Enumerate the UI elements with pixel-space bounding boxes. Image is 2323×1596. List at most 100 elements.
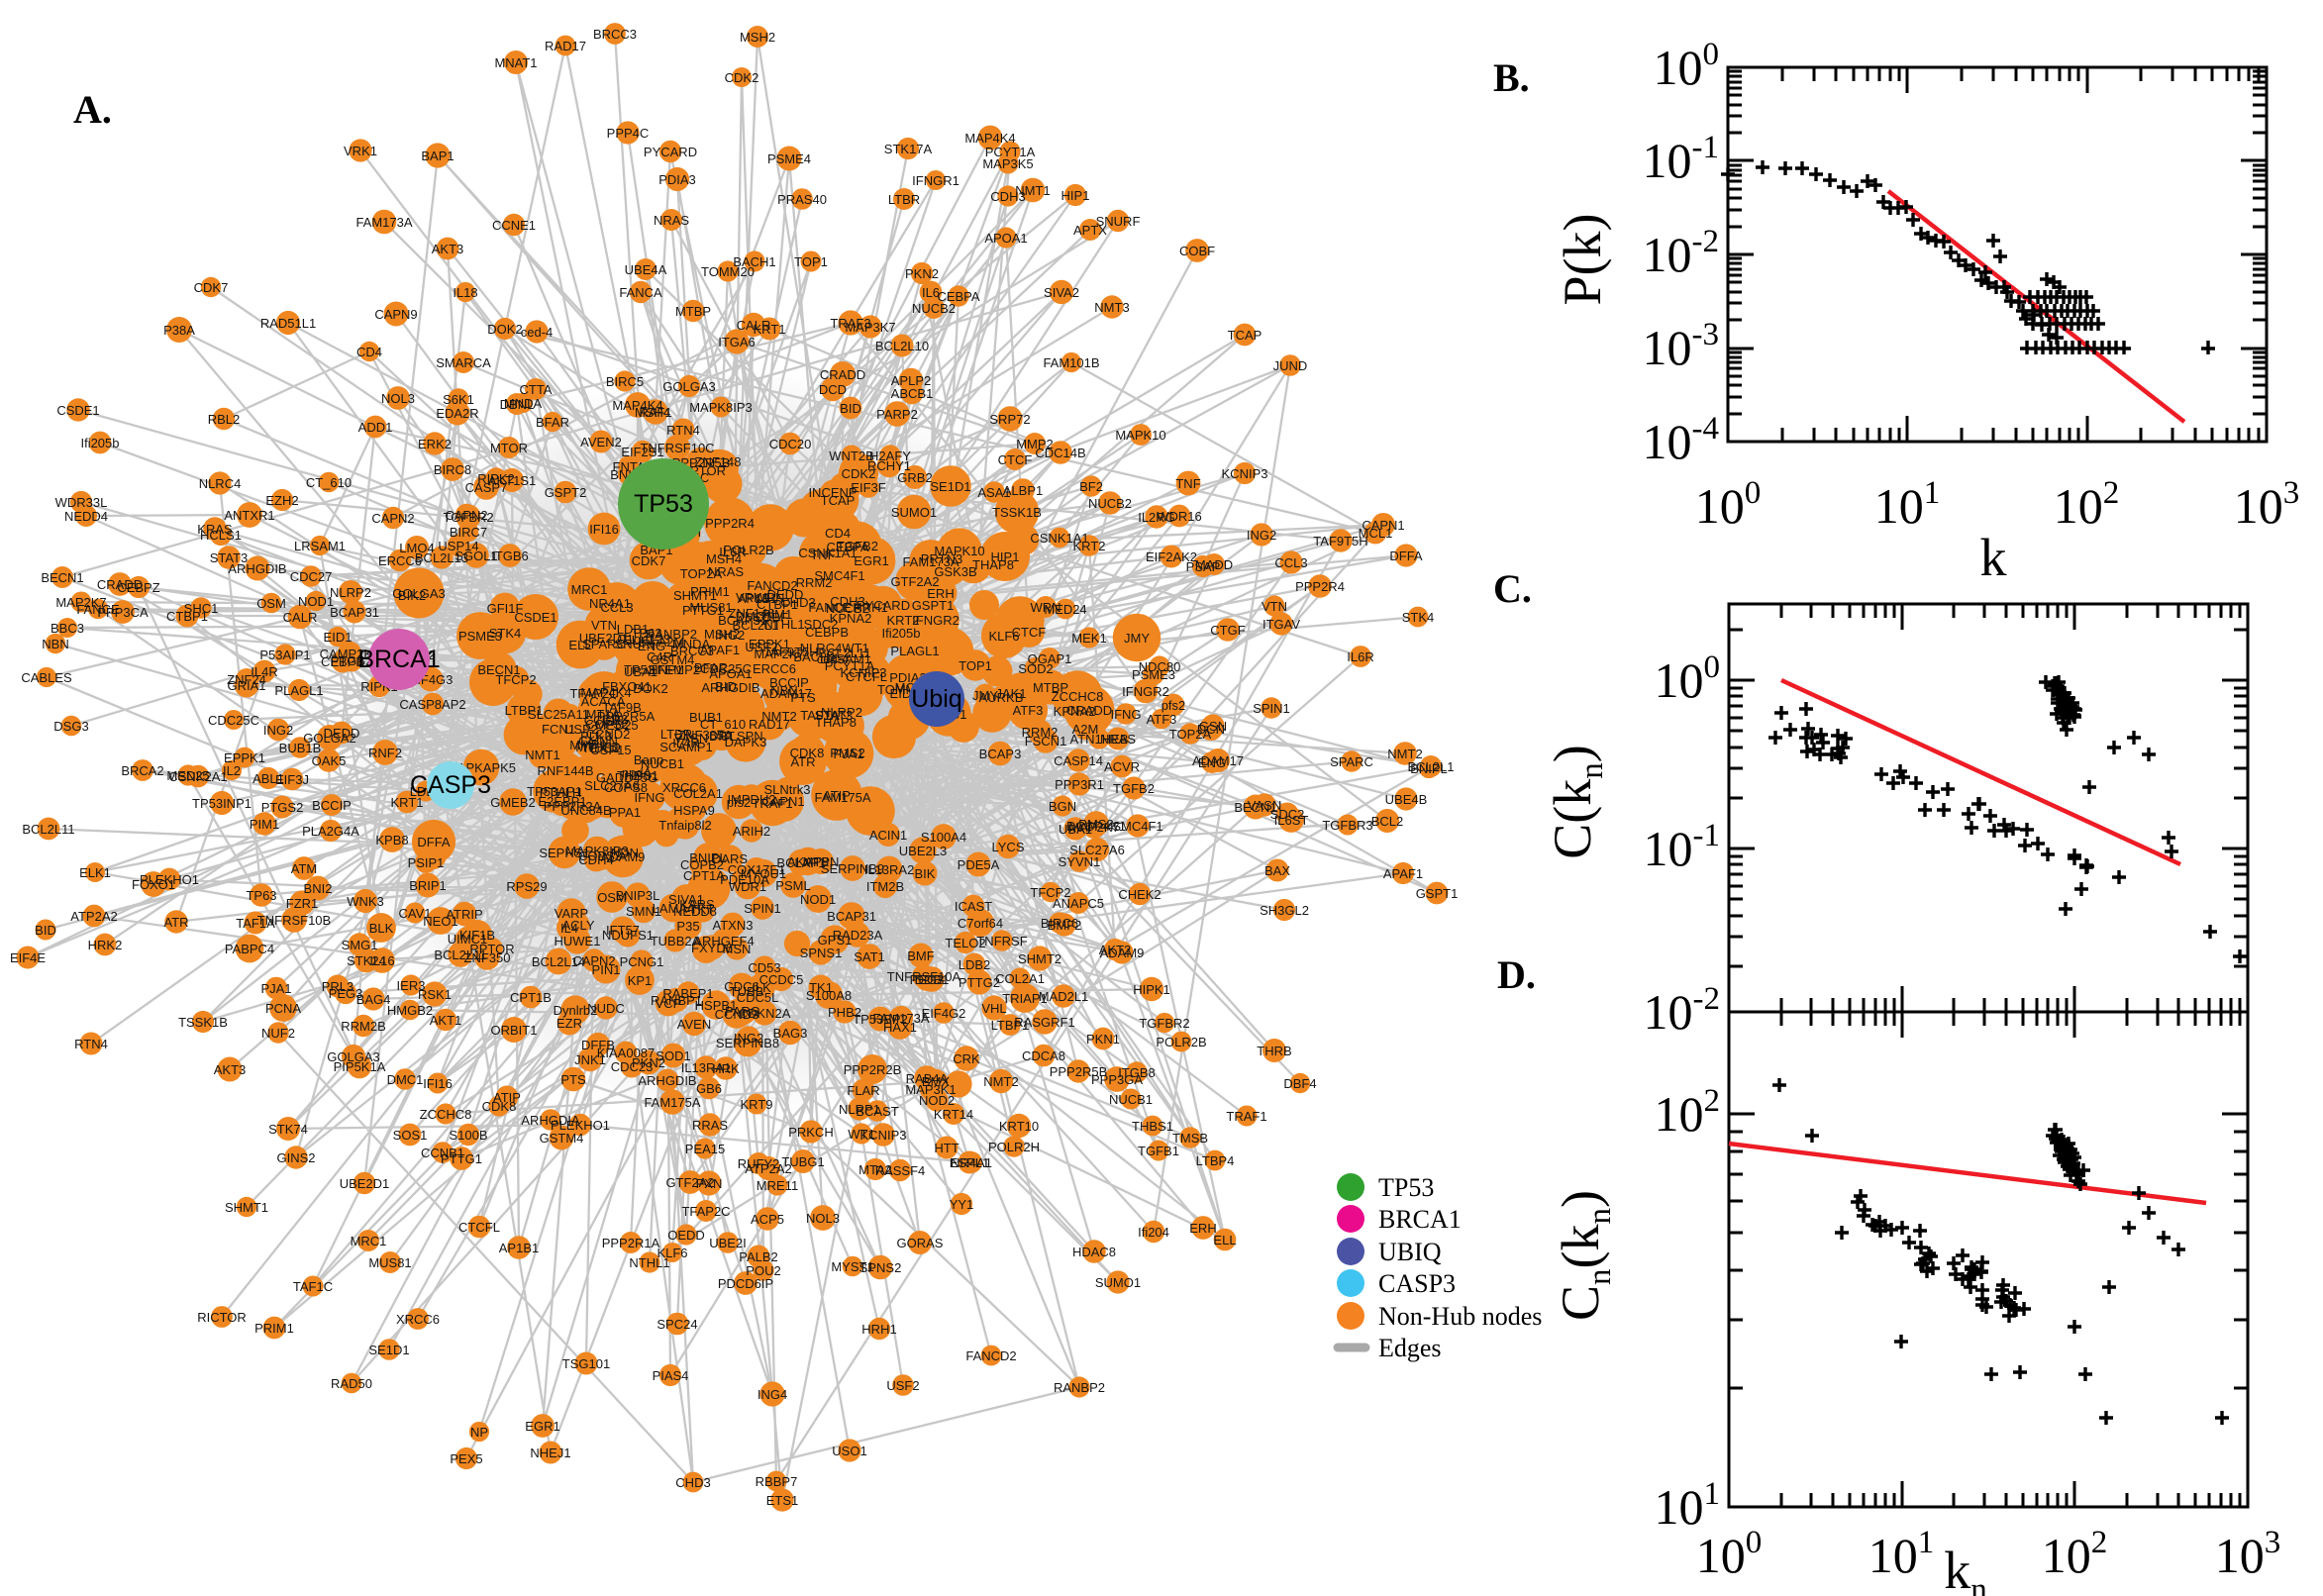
svg-text:SDC2: SDC2	[1270, 807, 1305, 822]
svg-text:EIF2AK2: EIF2AK2	[1146, 549, 1197, 564]
svg-text:Banp: Banp	[634, 752, 663, 767]
svg-text:ZCCHC8: ZCCHC8	[420, 1107, 472, 1122]
svg-text:GORAS: GORAS	[897, 1236, 944, 1250]
svg-text:GPS1: GPS1	[818, 933, 853, 948]
svg-text:GINS2: GINS2	[276, 1150, 315, 1165]
svg-text:AKT1: AKT1	[430, 1013, 462, 1028]
svg-text:PKN1: PKN1	[1086, 1032, 1120, 1047]
svg-text:BCAP31: BCAP31	[827, 909, 876, 924]
svg-text:PTTG2: PTTG2	[959, 975, 1000, 990]
svg-text:LDB1: LDB1	[617, 622, 650, 637]
svg-text:THAP8: THAP8	[815, 715, 857, 730]
svg-text:ACP5: ACP5	[751, 1212, 784, 1227]
svg-text:BFAR: BFAR	[694, 660, 728, 675]
svg-text:SUMO1: SUMO1	[1095, 1275, 1141, 1290]
svg-text:NTHL1: NTHL1	[629, 1255, 669, 1270]
svg-text:PRIM1: PRIM1	[254, 1321, 294, 1336]
svg-text:BCL2L1: BCL2L1	[733, 618, 779, 633]
svg-text:SE1D1: SE1D1	[368, 1343, 409, 1357]
svg-text:npdA: npdA	[622, 765, 653, 780]
svg-text:BLK: BLK	[369, 921, 394, 936]
svg-text:ATF3: ATF3	[1147, 712, 1177, 727]
svg-text:10-1: 10-1	[1644, 818, 1721, 876]
svg-text:KLF6: KLF6	[656, 1246, 687, 1260]
svg-text:SLC25A11: SLC25A11	[528, 707, 589, 722]
svg-text:10-3: 10-3	[1643, 317, 1720, 375]
svg-text:APAF1: APAF1	[700, 643, 740, 657]
svg-text:BCL2L10: BCL2L10	[875, 339, 929, 353]
svg-text:PDE5A: PDE5A	[958, 857, 1000, 872]
svg-text:NUF2: NUF2	[261, 1026, 295, 1041]
svg-text:ELK1: ELK1	[79, 865, 111, 880]
svg-text:EPPK1: EPPK1	[224, 750, 265, 765]
svg-text:RASSF4: RASSF4	[875, 1163, 926, 1178]
svg-text:FANCE: FANCE	[76, 602, 120, 617]
svg-text:EZH2: EZH2	[265, 493, 298, 508]
svg-text:TEX11: TEX11	[582, 741, 621, 755]
svg-text:AKT2: AKT2	[1099, 943, 1132, 957]
svg-text:ACIN1: ACIN1	[869, 828, 907, 843]
svg-text:PRTN3: PRTN3	[921, 551, 962, 566]
svg-text:DPT: DPT	[709, 729, 735, 744]
svg-text:CTTA: CTTA	[520, 382, 553, 397]
svg-text:EGR1: EGR1	[525, 1419, 559, 1434]
svg-text:P(k): P(k)	[1553, 214, 1612, 306]
svg-text:CCL18: CCL18	[584, 713, 624, 728]
svg-text:APOA1: APOA1	[709, 666, 752, 681]
svg-text:Dynlrb2: Dynlrb2	[554, 1003, 598, 1018]
svg-text:PABPC4: PABPC4	[225, 942, 274, 956]
svg-text:CTCFL: CTCFL	[458, 1220, 500, 1235]
svg-text:AKAP8: AKAP8	[787, 854, 829, 869]
svg-text:MTOR: MTOR	[490, 441, 528, 455]
svg-text:DMC1: DMC1	[387, 1072, 424, 1087]
svg-text:UBA1: UBA1	[624, 664, 657, 679]
svg-text:BID: BID	[715, 679, 737, 694]
svg-text:RCHY1: RCHY1	[867, 458, 911, 473]
svg-text:FBXO41: FBXO41	[602, 679, 652, 694]
svg-text:PCNA: PCNA	[265, 1001, 301, 1016]
svg-text:AP1B1: AP1B1	[738, 591, 777, 606]
svg-text:Ifi205b: Ifi205b	[80, 436, 119, 450]
svg-text:OSM: OSM	[256, 596, 286, 611]
svg-text:WDR33L: WDR33L	[55, 495, 108, 510]
svg-text:USP2: USP2	[564, 722, 598, 737]
svg-text:PPP2R1A: PPP2R1A	[602, 1236, 660, 1250]
svg-text:PPP4C: PPP4C	[607, 126, 650, 141]
svg-text:APOA1: APOA1	[984, 231, 1027, 246]
svg-text:SPIN1: SPIN1	[744, 901, 781, 916]
svg-text:BRCC3: BRCC3	[593, 27, 637, 42]
svg-text:NUDC: NUDC	[587, 1001, 625, 1016]
svg-text:ANTXR1: ANTXR1	[224, 508, 274, 523]
svg-text:FAM173A: FAM173A	[872, 1011, 929, 1026]
svg-text:PEX5: PEX5	[450, 1451, 482, 1466]
svg-text:DEDD: DEDD	[767, 587, 804, 602]
svg-text:CAV1: CAV1	[399, 906, 432, 921]
svg-text:USP14: USP14	[438, 539, 478, 553]
svg-text:C(kn): C(kn)	[1543, 745, 1610, 858]
svg-text:SMN1: SMN1	[626, 904, 661, 919]
svg-text:HRK: HRK	[712, 1061, 740, 1076]
svg-text:KPB8: KPB8	[375, 833, 408, 848]
svg-text:MAP4K4: MAP4K4	[612, 398, 662, 413]
svg-text:FOXO1: FOXO1	[132, 877, 175, 892]
svg-text:100: 100	[1654, 37, 1720, 95]
svg-text:BCL2L13: BCL2L13	[415, 550, 468, 565]
svg-text:LTBP1: LTBP1	[505, 703, 544, 718]
svg-text:BCCIP: BCCIP	[769, 675, 809, 690]
svg-text:PLAGL1: PLAGL1	[274, 683, 323, 698]
svg-text:THBS1: THBS1	[617, 768, 658, 783]
svg-text:kn: kn	[1944, 1541, 1987, 1596]
svg-text:PARG: PARG	[725, 1004, 760, 1019]
svg-text:BMF2: BMF2	[1048, 918, 1082, 933]
svg-text:MYOU1: MYOU1	[741, 866, 786, 881]
svg-text:SIVA2: SIVA2	[1044, 285, 1079, 300]
svg-text:102: 102	[2042, 1525, 2108, 1583]
svg-text:DFFB: DFFB	[581, 1038, 615, 1052]
svg-text:ATIP: ATIP	[493, 1090, 521, 1105]
svg-text:HMGB2: HMGB2	[387, 1003, 433, 1018]
svg-text:LTBR: LTBR	[888, 192, 920, 207]
svg-text:FZR1: FZR1	[286, 896, 319, 911]
svg-text:HUWE1: HUWE1	[555, 934, 601, 948]
svg-text:TCAP: TCAP	[821, 493, 856, 508]
svg-text:GSTM4: GSTM4	[540, 1131, 584, 1146]
